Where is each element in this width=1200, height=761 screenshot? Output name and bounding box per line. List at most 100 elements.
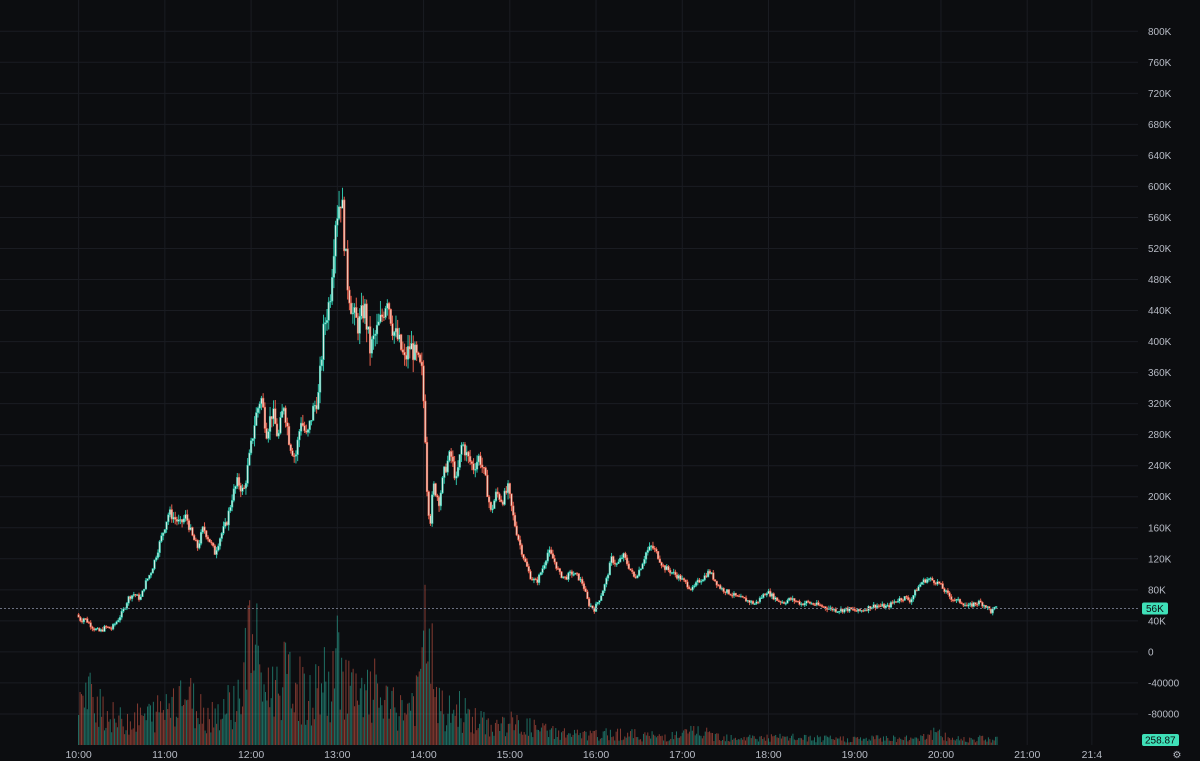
volume-bar [746,737,748,745]
volume-bar [206,733,208,745]
volume-bar [621,740,623,745]
volume-bar [598,740,600,745]
volume-bar [407,703,409,745]
candle-body [951,599,955,601]
candle-body [293,455,296,457]
candle-body [170,509,173,520]
candle-body [229,506,232,512]
volume-bar [270,698,272,745]
volume-bar [312,707,314,745]
volume-bar [983,740,985,745]
candle-body [351,312,354,315]
volume-bar [875,735,877,745]
volume-bar [602,731,604,745]
candle-body [348,289,351,304]
volume-bar [671,731,673,745]
candle-body [210,541,213,544]
candle-body [356,317,360,334]
volume-bar [487,718,489,745]
volume-bar [900,738,902,745]
volume-bar [233,685,235,745]
time-tick-label: 16:00 [583,749,609,761]
candle-body [225,522,229,526]
volume-bar [318,666,320,745]
candle-body [405,354,408,360]
volume-bar [585,731,587,745]
candle-body [784,602,787,605]
candle-body [746,600,749,602]
volume-badge-bg [1142,734,1179,746]
volume-bar [397,730,399,745]
candle-body [241,487,244,492]
volume-bar [362,717,364,745]
volume-bar [775,734,777,745]
volume-bar [631,729,633,745]
volume-bar [710,732,712,745]
candle-body [191,527,194,536]
candle-body [441,477,444,494]
candle-body [286,422,289,427]
volume-bar [813,737,815,745]
candle-body [920,582,924,585]
candle-body [253,425,256,439]
candle-body [988,606,991,610]
last-price-label: 56K [1146,604,1164,615]
candle-body [93,628,96,631]
volume-bar [747,736,749,745]
candle-body [137,594,141,600]
candle-body [715,580,718,586]
candle-body [481,464,484,468]
candle-body [546,552,549,562]
volume-bar [782,736,784,745]
volume-bar [759,736,761,745]
volume-bar [313,719,315,745]
candle-body [550,549,553,554]
volume-bar [355,673,357,745]
volume-bar [752,735,754,745]
volume-bar [816,735,818,745]
candle-body [858,608,862,612]
candle-body [874,604,877,608]
volume-bar [379,697,381,745]
volume-bar [632,738,634,745]
volume-bar [118,715,120,745]
candle-body [620,557,624,560]
volume-bar [792,733,794,745]
volume-bar [221,718,223,745]
volume-bar [79,691,81,745]
volume-bar [578,735,580,745]
candle-body [569,571,572,574]
price-axis[interactable]: 800K 760K 720K 680K 640K 600K 560K 520K 480K 440K… [1148,27,1180,721]
price-tick-label: 80K [1148,585,1166,596]
candle-body [810,603,813,605]
candle-body [829,607,832,610]
volume-bar [826,736,828,745]
time-axis[interactable]: 10:00 11:00 12:00 13:00 14:00 15:00 16:00 17:00… [65,749,1102,761]
volume-bar [198,724,200,745]
volume-bar [714,733,716,745]
candle-body [260,397,263,405]
price-tick-label: 440K [1148,306,1172,317]
candle-body [422,365,425,402]
volume-bar [520,731,522,745]
volume-bar [506,732,508,745]
volume-bar [157,695,159,745]
volume-bar [92,696,94,745]
candle-body [798,601,801,605]
volume-bar [515,724,517,745]
candle-body [144,580,147,590]
candle-body [865,609,868,612]
candle-body [855,610,858,612]
volume-bar [729,741,731,745]
candle-body [320,359,323,367]
volume-bar [588,735,590,745]
candle-body [460,444,463,455]
volume-bar [180,680,182,745]
candle-body [669,569,672,574]
candle-body [726,589,729,594]
volume-bar [923,733,925,745]
axis-settings-icon[interactable]: ⚙ [1172,750,1182,761]
candle-body [786,600,789,604]
